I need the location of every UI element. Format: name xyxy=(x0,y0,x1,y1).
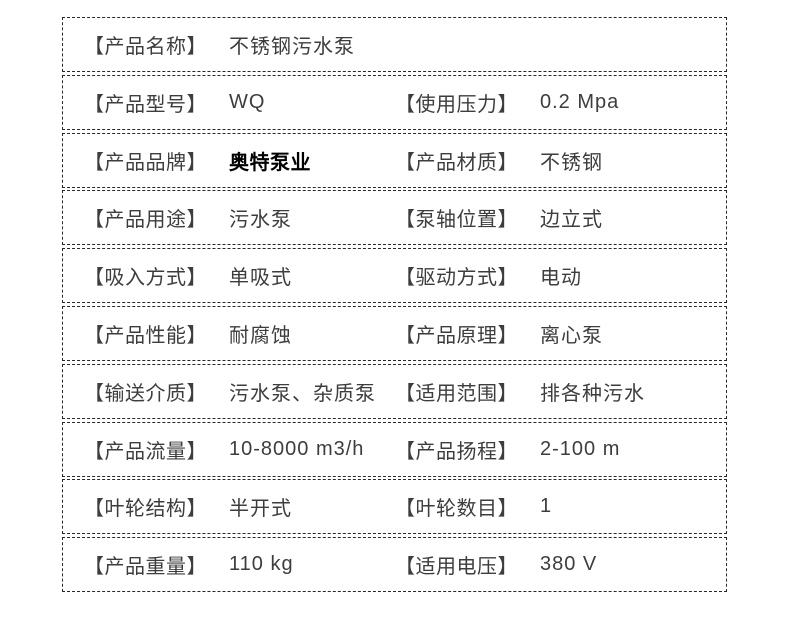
spec-row: 【输送介质】 污水泵、杂质泵 【适用范围】 排各种污水 xyxy=(62,363,727,419)
spec-label: 【产品型号】 xyxy=(84,93,207,116)
spec-label: 【产品性能】 xyxy=(84,324,207,347)
spec-label: 【适用电压】 xyxy=(395,556,518,579)
spec-value: 污水泵、杂质泵 xyxy=(229,382,376,405)
spec-label: 【产品扬程】 xyxy=(395,440,518,463)
spec-row: 【产品型号】 WQ 【使用压力】 0.2 Mpa xyxy=(62,74,727,130)
spec-value: 离心泵 xyxy=(540,324,603,347)
spec-cell-right: 【适用电压】 380 V xyxy=(395,538,597,591)
spec-value: 耐腐蚀 xyxy=(229,324,292,347)
spec-table: 【产品名称】 不锈钢污水泵 【产品型号】 WQ 【使用压力】 0.2 Mpa 【产品品牌】奥… xyxy=(62,17,727,595)
spec-label: 【适用范围】 xyxy=(395,382,518,405)
spec-cell-right: 【产品材质】 不锈钢 xyxy=(395,134,603,187)
spec-value: 10-8000 m3/h xyxy=(229,437,365,460)
spec-label: 【产品名称】 xyxy=(84,36,207,58)
spec-row: 【产品流量】 10-8000 m3/h 【产品扬程】 2-100 m xyxy=(62,421,727,477)
spec-value: 单吸式 xyxy=(229,267,292,290)
spec-label: 【驱动方式】 xyxy=(395,267,518,290)
spec-value: 半开式 xyxy=(229,498,292,521)
spec-cell-left: 【产品用途】 污水泵 xyxy=(84,191,292,244)
spec-label: 【吸入方式】 xyxy=(84,267,207,290)
spec-label: 【输送介质】 xyxy=(84,382,207,405)
spec-value: 污水泵 xyxy=(229,209,292,232)
spec-value: 0.2 Mpa xyxy=(540,90,620,113)
spec-value: 不锈钢污水泵 xyxy=(229,36,355,58)
spec-cell-right: 【泵轴位置】 边立式 xyxy=(395,191,603,244)
spec-value: WQ xyxy=(229,90,266,113)
spec-label: 【产品原理】 xyxy=(395,324,518,347)
spec-cell-left: 【产品性能】 耐腐蚀 xyxy=(84,307,292,360)
spec-label: 【产品流量】 xyxy=(84,440,207,463)
spec-row: 【产品用途】 污水泵 【泵轴位置】 边立式 xyxy=(62,190,727,246)
spec-cell-left: 【叶轮结构】 半开式 xyxy=(84,480,292,533)
spec-cell-right: 【产品原理】 离心泵 xyxy=(395,307,603,360)
spec-label: 【产品重量】 xyxy=(84,556,207,579)
spec-label: 【泵轴位置】 xyxy=(395,209,518,232)
spec-value: 1 xyxy=(540,495,553,518)
spec-value: 110 kg xyxy=(229,553,294,576)
spec-value: 2-100 m xyxy=(540,437,621,460)
spec-cell-left: 【产品流量】 10-8000 m3/h xyxy=(84,423,364,476)
brand-value: 奥特泵业 xyxy=(229,151,311,174)
spec-label: 【产品品牌】 xyxy=(84,151,207,174)
spec-cell-left: 【产品名称】 不锈钢污水泵 xyxy=(84,18,355,71)
spec-row: 【产品品牌】 奥特泵业 【产品材质】 不锈钢 xyxy=(62,132,727,188)
spec-label: 【叶轮结构】 xyxy=(84,498,207,521)
spec-cell-left: 【输送介质】 污水泵、杂质泵 xyxy=(84,365,376,418)
spec-cell-right: 【产品扬程】 2-100 m xyxy=(395,423,620,476)
spec-cell-left: 【产品型号】 WQ xyxy=(84,76,265,129)
spec-value: 电动 xyxy=(540,267,582,290)
spec-cell-left: 【吸入方式】 单吸式 xyxy=(84,249,292,302)
spec-cell-left: 【产品重量】 110 kg xyxy=(84,538,294,591)
spec-value: 380 V xyxy=(540,553,598,576)
spec-row: 【吸入方式】 单吸式 【驱动方式】 电动 xyxy=(62,248,727,304)
spec-value: 排各种污水 xyxy=(540,382,645,405)
spec-label: 【叶轮数目】 xyxy=(395,498,518,521)
spec-cell-right: 【驱动方式】 电动 xyxy=(395,249,582,302)
spec-row: 【产品名称】 不锈钢污水泵 xyxy=(62,17,727,72)
spec-value: 不锈钢 xyxy=(540,151,603,174)
spec-row: 【叶轮结构】 半开式 【叶轮数目】 1 xyxy=(62,479,727,535)
spec-cell-right: 【叶轮数目】 1 xyxy=(395,480,552,533)
spec-cell-right: 【使用压力】 0.2 Mpa xyxy=(395,76,619,129)
spec-value: 边立式 xyxy=(540,209,603,232)
spec-cell-left: 【产品品牌】 奥特泵业 xyxy=(84,134,311,187)
spec-row: 【产品重量】 110 kg 【适用电压】 380 V xyxy=(62,537,727,593)
spec-label: 【产品材质】 xyxy=(395,151,518,174)
spec-cell-right: 【适用范围】 排各种污水 xyxy=(395,365,645,418)
spec-row: 【产品性能】 耐腐蚀 【产品原理】 离心泵 xyxy=(62,305,727,361)
spec-label: 【使用压力】 xyxy=(395,93,518,116)
spec-label: 【产品用途】 xyxy=(84,209,207,232)
